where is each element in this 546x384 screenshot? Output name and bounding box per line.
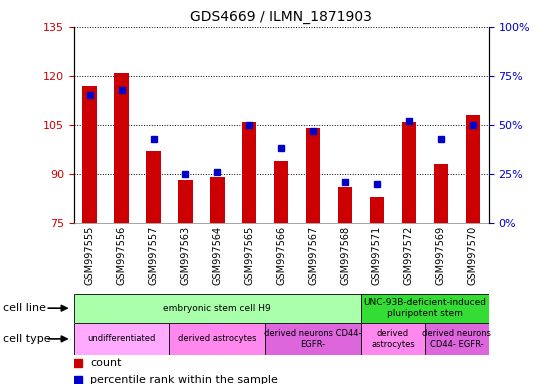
Text: GSM997557: GSM997557 [149, 225, 158, 285]
Bar [274, 161, 288, 223]
Text: derived astrocytes: derived astrocytes [178, 334, 257, 343]
Bar [370, 197, 384, 223]
Bar [82, 86, 97, 223]
Bar [425, 323, 489, 355]
Bar [361, 294, 489, 323]
Bar [115, 73, 129, 223]
Bar [242, 122, 257, 223]
Text: derived
astrocytes: derived astrocytes [371, 329, 415, 349]
Text: GSM997568: GSM997568 [340, 225, 350, 285]
Bar [265, 323, 361, 355]
Text: GSM997566: GSM997566 [276, 225, 286, 285]
Text: GSM997563: GSM997563 [180, 225, 191, 285]
Bar [361, 323, 425, 355]
Bar [466, 115, 480, 223]
Text: GSM997555: GSM997555 [85, 225, 94, 285]
Text: cell line: cell line [3, 303, 46, 313]
Bar [146, 151, 161, 223]
Bar [434, 164, 448, 223]
Bar [74, 294, 361, 323]
Bar [178, 180, 193, 223]
Text: GSM997570: GSM997570 [468, 225, 478, 285]
Text: derived neurons CD44-
EGFR-: derived neurons CD44- EGFR- [264, 329, 362, 349]
Bar [306, 128, 321, 223]
Bar [74, 323, 169, 355]
Text: count: count [90, 358, 122, 368]
Text: GSM997564: GSM997564 [212, 225, 222, 285]
Text: derived neurons
CD44- EGFR-: derived neurons CD44- EGFR- [422, 329, 491, 349]
Text: undifferentiated: undifferentiated [87, 334, 156, 343]
Bar [402, 122, 416, 223]
Bar [169, 323, 265, 355]
Text: GSM997569: GSM997569 [436, 225, 446, 285]
Text: percentile rank within the sample: percentile rank within the sample [90, 375, 278, 384]
Text: embryonic stem cell H9: embryonic stem cell H9 [163, 304, 271, 313]
Text: GSM997571: GSM997571 [372, 225, 382, 285]
Title: GDS4669 / ILMN_1871903: GDS4669 / ILMN_1871903 [190, 10, 372, 25]
Text: UNC-93B-deficient-induced
pluripotent stem: UNC-93B-deficient-induced pluripotent st… [363, 298, 486, 318]
Text: GSM997572: GSM997572 [404, 225, 414, 285]
Text: GSM997567: GSM997567 [308, 225, 318, 285]
Text: GSM997556: GSM997556 [117, 225, 127, 285]
Text: cell type: cell type [3, 334, 50, 344]
Text: GSM997565: GSM997565 [244, 225, 254, 285]
Bar [210, 177, 224, 223]
Bar [338, 187, 352, 223]
